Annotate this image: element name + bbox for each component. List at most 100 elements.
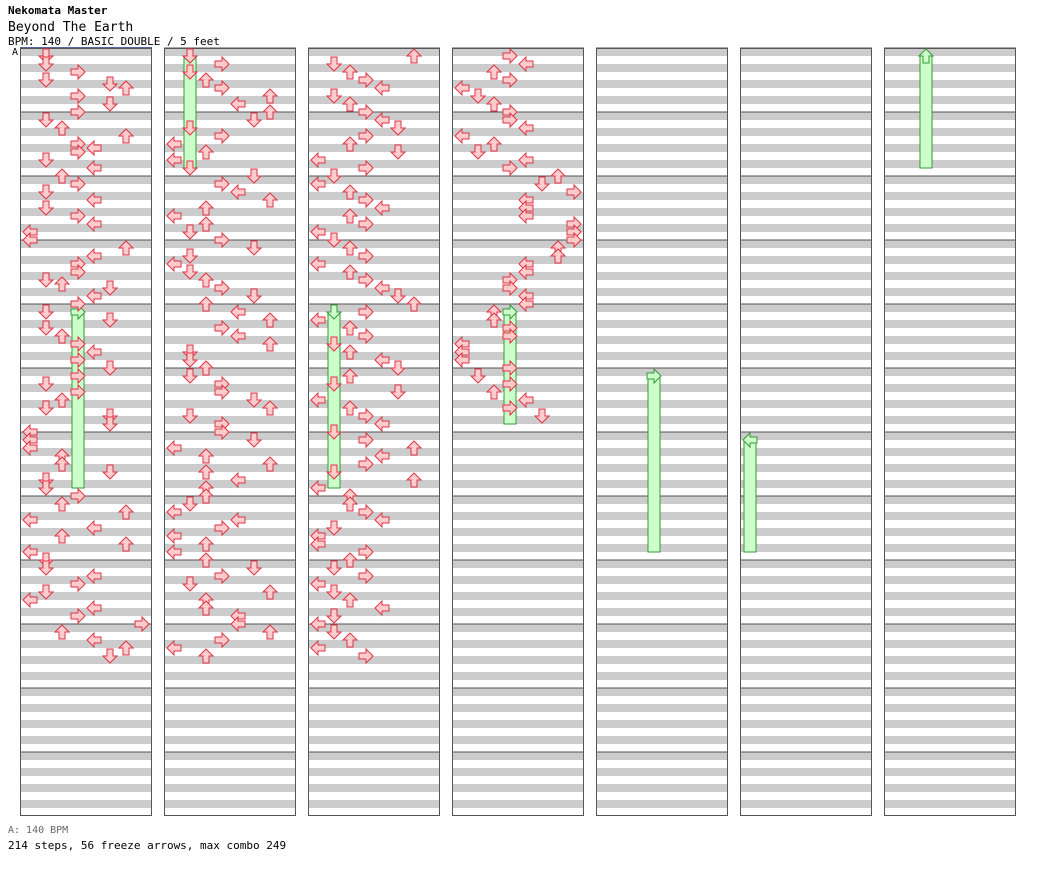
game-title: Nekomata Master [8, 4, 108, 17]
bpm-marker-label: A [12, 47, 19, 58]
step-arrow [261, 400, 279, 416]
step-arrow [454, 127, 470, 145]
step-arrow [37, 152, 55, 168]
step-arrow [325, 584, 343, 600]
step-arrow [261, 104, 279, 120]
chart-info: BPM: 140 / BASIC DOUBLE / 5 feet [8, 35, 220, 48]
freeze-arrow [919, 55, 933, 169]
step-arrow [389, 360, 407, 376]
step-arrow [325, 424, 343, 440]
step-arrow [389, 384, 407, 400]
step-arrow [181, 576, 199, 592]
step-arrow [70, 367, 86, 385]
step-arrow [341, 208, 359, 224]
step-arrow [181, 248, 199, 264]
step-arrow [181, 48, 199, 64]
step-arrow [37, 560, 55, 576]
step-arrow [245, 288, 263, 304]
step-arrow [502, 71, 518, 89]
step-arrow [53, 392, 71, 408]
step-arrow [502, 279, 518, 297]
step-arrow [261, 192, 279, 208]
step-arrow [518, 55, 534, 73]
step-arrow [549, 168, 567, 184]
step-arrow [502, 159, 518, 177]
step-arrow [310, 175, 326, 193]
step-arrow [389, 288, 407, 304]
step-arrow [37, 112, 55, 128]
step-arrow [358, 407, 374, 425]
step-arrow [86, 343, 102, 361]
step-arrow [37, 304, 55, 320]
step-arrow [325, 624, 343, 640]
step-arrow [261, 456, 279, 472]
step-arrow [341, 64, 359, 80]
freeze-arrow-head [646, 367, 662, 385]
step-arrow [37, 400, 55, 416]
step-arrow [374, 199, 390, 217]
step-arrow [37, 272, 55, 288]
step-arrow [325, 336, 343, 352]
step-arrow [37, 184, 55, 200]
step-arrow [70, 351, 86, 369]
step-arrow [166, 527, 182, 545]
step-arrow [502, 111, 518, 129]
step-arrow [70, 263, 86, 281]
step-arrow [518, 295, 534, 313]
step-arrow [166, 207, 182, 225]
step-arrow [518, 207, 534, 225]
step-arrow [518, 151, 534, 169]
step-arrow [101, 312, 119, 328]
step-arrow [485, 384, 503, 400]
step-arrow [197, 448, 215, 464]
step-arrow [181, 120, 199, 136]
step-arrow [389, 144, 407, 160]
step-arrow [70, 175, 86, 193]
step-arrow [341, 264, 359, 280]
step-arrow [181, 264, 199, 280]
step-arrow [518, 119, 534, 137]
step-arrow [374, 351, 390, 369]
step-arrow [549, 248, 567, 264]
step-arrow [197, 648, 215, 664]
step-arrow [214, 631, 230, 649]
step-arrow [245, 392, 263, 408]
step-arrow [374, 415, 390, 433]
step-arrow [341, 96, 359, 112]
step-arrow [101, 416, 119, 432]
step-arrow [214, 383, 230, 401]
step-arrow [37, 480, 55, 496]
step-arrow [518, 391, 534, 409]
step-arrow [310, 391, 326, 409]
step-arrow [341, 552, 359, 568]
step-arrow [325, 520, 343, 536]
step-arrow [374, 279, 390, 297]
step-arrow [197, 272, 215, 288]
step-arrow [86, 139, 102, 157]
step-arrow [261, 584, 279, 600]
step-arrow [405, 440, 423, 456]
step-arrow [374, 79, 390, 97]
step-arrow [53, 328, 71, 344]
step-arrow [358, 247, 374, 265]
step-arrow [325, 464, 343, 480]
step-arrow [230, 95, 246, 113]
step-arrow [197, 144, 215, 160]
step-arrow [245, 168, 263, 184]
step-arrow [117, 240, 135, 256]
step-arrow [245, 560, 263, 576]
step-arrow [405, 472, 423, 488]
step-arrow [358, 159, 374, 177]
step-arrow [181, 496, 199, 512]
step-arrow [358, 127, 374, 145]
step-arrow [533, 176, 551, 192]
step-arrow [341, 320, 359, 336]
step-arrow [230, 471, 246, 489]
step-arrow [197, 296, 215, 312]
step-arrow [358, 455, 374, 473]
step-arrow [101, 280, 119, 296]
step-arrow [197, 536, 215, 552]
step-arrow [214, 423, 230, 441]
step-arrow [502, 359, 518, 377]
step-arrow [358, 103, 374, 121]
